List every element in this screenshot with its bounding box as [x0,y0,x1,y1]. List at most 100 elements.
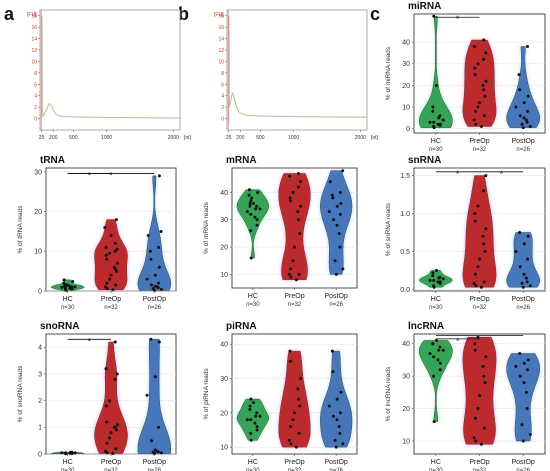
violin-chart-snRNA: 0.0 0.5 1.0 1.5 snRNA % of snRNA reads HC n=30 P… [385,155,546,311]
data-point [288,199,292,203]
n-label-PreOp: n=32 [104,305,118,311]
data-point [432,278,436,282]
chart-title: snoRNA [40,321,79,332]
y-axis-label: % of mRNA reads [203,201,210,253]
n-label-HC: n=30 [429,147,443,153]
y-axis-label: % of tRNA reads [17,205,24,254]
data-point [441,277,445,281]
significance-label: * [500,169,504,179]
electro-frame [39,9,181,131]
electro-ytick-label: 8 [34,71,37,77]
x-tick-label-PreOp: PreOp [284,293,304,300]
data-point [333,259,337,263]
data-point [105,441,109,445]
violin-chart-piRNA: 10 20 30 40 piRNA % of piRNA reads HC n=30 PreOp… [203,321,358,471]
data-point [153,375,157,379]
data-point [150,439,153,443]
data-point [288,196,292,200]
data-point [432,374,436,378]
n-label-PostOp: n=26 [148,468,162,471]
data-point [289,267,293,271]
y-tick-label: 10 [220,272,228,279]
electro-ytick-label: 2 [34,105,37,111]
data-point [341,169,345,173]
data-point [115,428,118,432]
data-point [248,404,252,408]
data-point [332,414,335,418]
data-point [478,101,481,105]
data-point [153,284,157,288]
violin-HC [418,340,453,422]
data-point [114,218,118,222]
electro-xlabel: [nt] [184,135,192,141]
data-point [296,387,300,391]
violin-PreOp [462,39,497,127]
data-point [327,210,331,214]
data-point [514,105,518,109]
chart-title: piRNA [226,321,257,332]
y-tick-label: 30 [402,374,410,381]
data-point [297,431,301,435]
data-point [149,257,153,261]
data-point [478,257,481,261]
data-point [104,404,108,408]
data-point [518,265,522,269]
data-point [255,428,259,432]
n-label-PreOp: n=32 [104,468,118,471]
data-point [113,241,117,245]
n-label-HC: n=30 [246,468,260,471]
electro-ytick-label: 14 [218,37,224,43]
x-tick-label-PostOp: PostOp [324,293,347,300]
data-point [481,83,485,87]
data-point [438,361,442,365]
panel-letter-b: b [178,4,189,24]
data-point [113,249,117,253]
y-tick-label: 0 [38,288,42,295]
electro-ytick-label: 16 [31,25,37,31]
electro-ylabel: [FU] [27,12,37,18]
electro-xtick-label: 25 [226,135,232,141]
data-point [252,401,255,405]
data-point [299,204,303,208]
y-tick-label: 0.0 [400,287,410,294]
y-tick-label: 40 [220,190,228,197]
y-tick-label: 10 [34,249,42,256]
violin-PostOp [506,232,541,288]
data-point [431,105,435,109]
data-point [483,94,487,98]
x-tick-label-PreOp: PreOp [101,296,121,303]
data-point [521,285,525,289]
x-tick-label-HC: HC [63,296,73,303]
data-point [473,272,477,276]
electro-ytick-label: 12 [218,48,224,54]
x-tick-label-HC: HC [248,293,258,300]
data-point [330,193,334,197]
data-point [521,439,525,443]
n-label-HC: n=30 [61,305,75,311]
data-point [255,411,259,415]
data-point [338,431,342,435]
n-label-PostOp: n=26 [516,305,530,311]
y-tick-label: 3 [38,371,42,378]
data-point [291,418,295,422]
data-point [476,335,480,339]
chart-title: lncRNA [408,321,444,332]
panel-letter-c: c [370,4,380,24]
data-point [146,234,150,237]
data-point [297,218,300,222]
violin-chart-mRNA: 10 20 30 40 mRNA % of mRNA reads HC n=30 PreOp n=… [203,155,358,308]
data-point [156,449,159,453]
data-point [482,88,486,92]
data-point [472,281,476,285]
data-point [250,196,254,200]
significance-label: * [456,14,460,24]
data-point [115,261,119,265]
data-point [159,287,163,291]
data-point [431,342,435,346]
violin-PreOp [94,341,128,454]
data-point [472,118,476,122]
data-point [484,355,488,359]
data-point [291,259,295,263]
data-point [109,273,113,277]
